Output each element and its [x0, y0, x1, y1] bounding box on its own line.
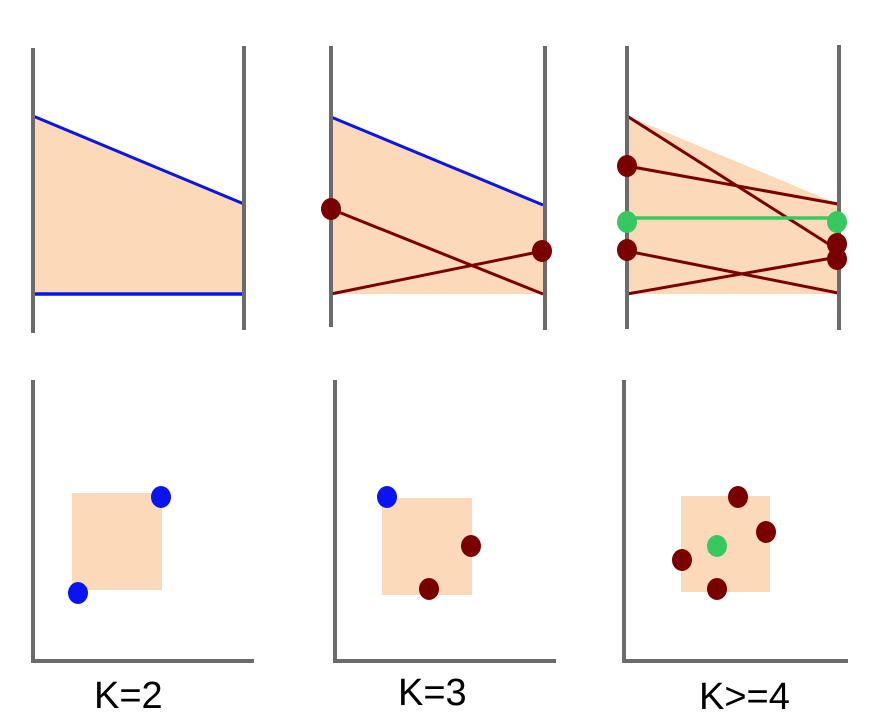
k3-bottom-panel: [333, 380, 556, 663]
k2-top-upper-line: [32, 114, 245, 206]
k4-top-endpoint-right-2: [827, 248, 847, 270]
caption-k2: K=2: [94, 675, 163, 717]
k3-bottom-point-red-2: [419, 578, 439, 600]
k4-top-region: [627, 116, 838, 294]
k3-top-region: [331, 117, 543, 294]
k3-top-panel: [321, 46, 552, 330]
k4-bottom-point-red-3: [672, 549, 692, 571]
k4-top-endpoint-left-2: [617, 239, 637, 261]
k4-top-line-2: [626, 164, 839, 206]
k4-top-line-4: [626, 255, 839, 296]
k4-bottom-point-red-2: [756, 521, 776, 543]
caption-k3: K=3: [398, 672, 467, 714]
k3-top-endpoint-right: [532, 240, 552, 262]
k2-bottom-point-2: [68, 582, 88, 604]
caption-k4: K>=4: [699, 676, 790, 718]
k2-bottom-point-1: [151, 486, 171, 508]
k4-bottom-point-red-1: [728, 486, 748, 508]
k3-top-upper-line: [330, 115, 544, 207]
k2-top-panel: [31, 46, 246, 333]
k4-bottom-panel: [622, 380, 848, 663]
k4-top-endpoint-green-right: [827, 211, 847, 233]
k4-bottom-point-green: [707, 535, 727, 557]
k4-top-panel: [617, 45, 847, 330]
k4-top-line-3: [626, 249, 839, 295]
k3-top-cross-line-b: [330, 249, 544, 296]
k3-top-cross-line-a: [330, 207, 544, 296]
k2-bottom-region: [72, 493, 162, 590]
k3-bottom-point-red-1: [461, 535, 481, 557]
k3-top-endpoint-left: [321, 198, 341, 220]
k4-top-endpoint-left-1: [617, 155, 637, 177]
k4-top-endpoint-green-left: [617, 211, 637, 233]
k4-top-line-1: [626, 114, 839, 252]
k3-bottom-point-blue: [377, 486, 397, 508]
k2-bottom-panel: [31, 380, 254, 663]
k2-top-region: [33, 116, 244, 294]
k4-bottom-point-red-4: [707, 578, 727, 600]
